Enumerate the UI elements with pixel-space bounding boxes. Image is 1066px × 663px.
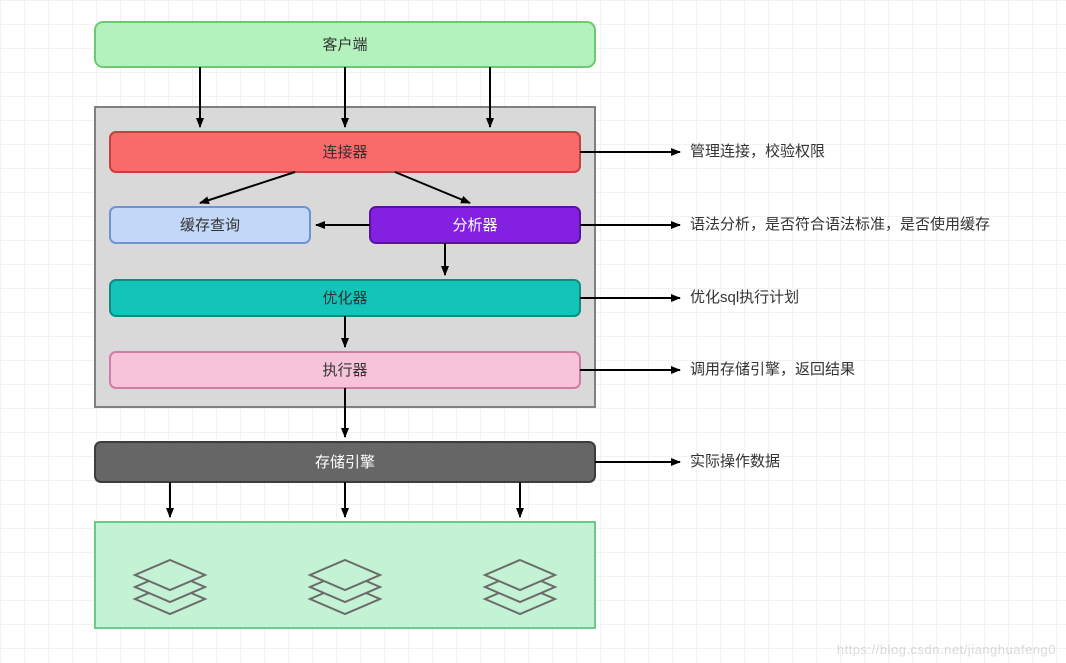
diagram-svg: 客户端 连接器 缓存查询 分析器 优化器 执行器 存储引擎 管理连接，校验权限 …: [0, 0, 1066, 663]
label-storage: 实际操作数据: [690, 453, 780, 470]
node-client-label: 客户端: [322, 36, 367, 53]
watermark-text: https://blog.csdn.net/jianghuafeng0: [837, 642, 1056, 657]
node-analyzer-label: 分析器: [452, 217, 497, 234]
node-optimizer-label: 优化器: [322, 290, 367, 307]
label-optimizer: 优化sql执行计划: [690, 289, 799, 306]
label-executor: 调用存储引擎，返回结果: [690, 361, 855, 378]
label-analyzer: 语法分析，是否符合语法标准，是否使用缓存: [690, 216, 990, 233]
label-connector: 管理连接，校验权限: [690, 143, 825, 160]
node-executor-label: 执行器: [322, 362, 367, 379]
node-connector-label: 连接器: [322, 144, 367, 161]
node-storage-label: 存储引擎: [315, 454, 375, 471]
node-cache-label: 缓存查询: [180, 217, 240, 234]
